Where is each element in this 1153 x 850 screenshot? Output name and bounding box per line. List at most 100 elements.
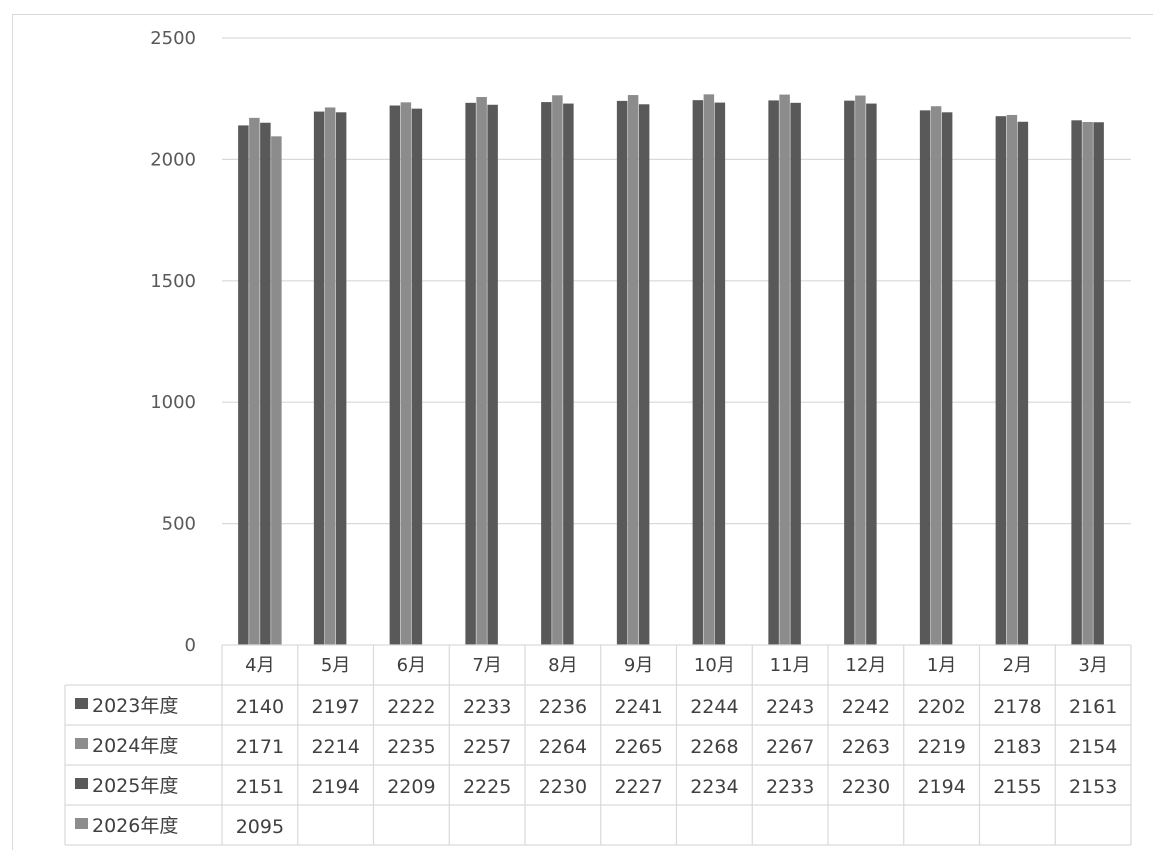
bar (411, 108, 423, 646)
bar (1093, 122, 1104, 646)
bar (930, 106, 942, 645)
bar (260, 122, 271, 646)
bar (238, 125, 249, 645)
data-table: 4月 5月 6月 7月 8月 9月 10月 11月 12月 1月 2月 3月 2023年度 2140 219… (64, 644, 1132, 846)
x-category-label: 1月 (927, 655, 956, 676)
data-table-value: 2263 (842, 736, 890, 758)
x-category-label: 7月 (472, 655, 501, 676)
data-table-value: 2225 (463, 776, 511, 798)
data-table-value: 2178 (993, 696, 1041, 718)
bar (866, 103, 877, 645)
bar (703, 94, 715, 646)
bar (335, 112, 347, 645)
data-table-value: 2230 (842, 776, 890, 798)
x-category-label: 6月 (397, 655, 426, 676)
bar (919, 110, 931, 646)
legend-series-name: 2023年度 (92, 695, 178, 717)
x-category-label: 3月 (1078, 655, 1107, 676)
bar (1071, 120, 1082, 645)
bar (563, 103, 574, 645)
x-category-label: 10月 (694, 655, 735, 676)
legend-key (75, 698, 88, 709)
bar (249, 117, 260, 645)
y-tick-label: 2000 (150, 149, 196, 170)
data-table-value: 2244 (690, 696, 738, 718)
data-table-value: 2235 (387, 736, 435, 758)
bar (995, 116, 1007, 646)
x-category-label: 12月 (845, 655, 886, 676)
bar (779, 94, 790, 646)
data-table-value: 2268 (690, 736, 738, 758)
legend-key (75, 818, 88, 829)
bar (790, 102, 801, 646)
bar (616, 100, 628, 646)
bar (313, 111, 325, 645)
y-axis-tick-labels: 0 500 1000 1500 2000 2500 (150, 28, 196, 656)
legend-key (75, 778, 88, 789)
x-category-label: 2月 (1003, 655, 1032, 676)
data-table-value: 2233 (766, 776, 814, 798)
data-table-value: 2095 (236, 816, 284, 838)
data-table-value: 2140 (236, 696, 284, 718)
data-table-value: 2236 (539, 696, 587, 718)
bar (400, 102, 412, 646)
data-table-value: 2243 (766, 696, 814, 718)
legend-key (75, 738, 88, 749)
gridlines (222, 37, 1131, 525)
data-table-value: 2233 (463, 696, 511, 718)
chart-frame (12, 14, 1153, 850)
bar (638, 104, 650, 645)
data-table-value: 2242 (842, 696, 890, 718)
bar (844, 100, 855, 646)
x-category-label: 9月 (624, 655, 653, 676)
data-table-value: 2241 (614, 696, 662, 718)
y-tick-label: 500 (162, 514, 196, 535)
bar (714, 102, 726, 646)
data-table-value: 2234 (690, 776, 738, 798)
data-table-value: 2264 (539, 736, 587, 758)
bar (1017, 121, 1029, 646)
data-table-value: 2222 (387, 696, 435, 718)
y-tick-label: 1000 (150, 392, 196, 413)
y-tick-label: 1500 (150, 271, 196, 292)
bar (941, 112, 953, 645)
bar (692, 100, 704, 645)
bar (465, 102, 476, 646)
data-table-value: 2151 (236, 776, 284, 798)
x-category-label: 8月 (548, 655, 577, 676)
bar (627, 95, 639, 646)
data-table-value: 2267 (766, 736, 814, 758)
data-table-value: 2227 (614, 776, 662, 798)
bar (324, 107, 336, 646)
x-category-label: 5月 (321, 655, 350, 676)
data-table-value: 2153 (1069, 776, 1117, 798)
bar (552, 95, 563, 646)
x-category-label: 11月 (770, 655, 811, 676)
data-table-value: 2202 (917, 696, 965, 718)
bar (541, 102, 552, 646)
data-table-value: 2219 (917, 736, 965, 758)
bar (271, 136, 282, 646)
data-table-value: 2183 (993, 736, 1041, 758)
data-table-value: 2214 (311, 736, 359, 758)
data-table-value: 2194 (311, 776, 359, 798)
data-table-value: 2197 (311, 696, 359, 718)
bar (768, 100, 779, 645)
data-table-value: 2265 (614, 736, 662, 758)
data-table-value: 2154 (1069, 736, 1117, 758)
legend-series-name: 2025年度 (92, 775, 178, 797)
bar (855, 95, 866, 646)
y-tick-label: 2500 (150, 28, 196, 49)
legend-series-name: 2026年度 (92, 815, 178, 837)
data-table-value: 2171 (236, 736, 284, 758)
data-table-value: 2155 (993, 776, 1041, 798)
bars (238, 94, 1104, 646)
data-table-value: 2257 (463, 736, 511, 758)
bar (487, 104, 498, 645)
data-table-value: 2194 (917, 776, 965, 798)
y-tick-label: 0 (185, 635, 196, 656)
data-table-value: 2161 (1069, 696, 1117, 718)
data-table-value: 2230 (539, 776, 587, 798)
legend-series-name: 2024年度 (92, 735, 178, 757)
